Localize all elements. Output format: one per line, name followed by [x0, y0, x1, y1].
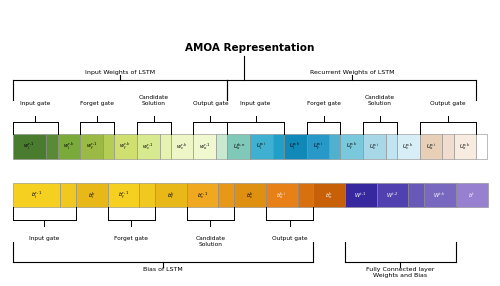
Bar [329, 134, 340, 159]
Bar [363, 134, 386, 159]
Text: Output gate: Output gate [192, 101, 228, 106]
Bar [314, 183, 345, 207]
Bar [139, 183, 155, 207]
Bar [58, 134, 80, 159]
Bar [137, 134, 160, 159]
Text: Candidate
Solution: Candidate Solution [365, 95, 395, 106]
Bar [228, 134, 250, 159]
Text: Candidate
Solution: Candidate Solution [139, 95, 169, 106]
Bar [171, 134, 194, 159]
Text: Input Weights of LSTM: Input Weights of LSTM [85, 70, 155, 75]
Text: Forget gate: Forget gate [114, 236, 148, 241]
Bar [424, 183, 456, 207]
Text: $b_i^k$: $b_i^k$ [88, 190, 96, 200]
Bar [103, 134, 115, 159]
Bar [408, 183, 424, 207]
Bar [155, 183, 186, 207]
Text: $b_f^{r,1}$: $b_f^{r,1}$ [118, 190, 129, 201]
Text: $U_o^{k,n}$: $U_o^{k,n}$ [232, 141, 245, 152]
Bar [216, 134, 228, 159]
Text: Fully Connected layer
Weights and Bias: Fully Connected layer Weights and Bias [366, 267, 434, 278]
Bar [298, 183, 314, 207]
Text: Input gate: Input gate [20, 101, 50, 106]
Bar [114, 134, 137, 159]
Text: $U_c^{r,k}$: $U_c^{r,k}$ [402, 141, 414, 152]
Text: AMOA Representation: AMOA Representation [186, 43, 314, 53]
Text: $U_f^{r,k}$: $U_f^{r,k}$ [346, 141, 358, 152]
Text: $U_o^{r,k}$: $U_o^{r,k}$ [459, 141, 471, 152]
Text: $w_i^{r,k}$: $w_i^{r,k}$ [63, 141, 75, 152]
Bar [186, 183, 218, 207]
Text: $U_c^{r,i}$: $U_c^{r,i}$ [369, 141, 380, 152]
Bar [386, 134, 397, 159]
Text: $W^{t,1}$: $W^{t,1}$ [354, 190, 368, 200]
Text: Recurrent Weights of LSTM: Recurrent Weights of LSTM [310, 70, 394, 75]
Bar [420, 134, 442, 159]
Bar [46, 134, 58, 159]
Text: $w_i^{r,1}$: $w_i^{r,1}$ [24, 141, 36, 152]
Text: $b^t$: $b^t$ [468, 191, 475, 200]
Bar [397, 134, 419, 159]
Text: $w_o^{r,1}$: $w_o^{r,1}$ [199, 141, 211, 152]
Text: $w_c^{r,1}$: $w_c^{r,1}$ [142, 141, 154, 152]
Text: $b_c^{r,1}$: $b_c^{r,1}$ [197, 190, 208, 200]
Bar [454, 134, 476, 159]
Bar [266, 183, 298, 207]
Text: $U_o^{r,i}$: $U_o^{r,i}$ [426, 141, 436, 152]
Text: $U_i^{r,i}$: $U_i^{r,i}$ [256, 141, 266, 152]
Text: $W^{t,2}$: $W^{t,2}$ [386, 190, 399, 200]
Text: $b_c^k$: $b_c^k$ [246, 190, 254, 200]
Text: Forget gate: Forget gate [80, 101, 114, 106]
Text: Input gate: Input gate [29, 236, 60, 241]
Bar [345, 183, 376, 207]
Text: $w_f^{r,k}$: $w_f^{r,k}$ [120, 141, 132, 152]
Text: $U_i^{r,k}$: $U_i^{r,k}$ [290, 141, 301, 152]
Bar [80, 134, 103, 159]
Bar [108, 183, 139, 207]
Bar [250, 134, 272, 159]
Text: Output gate: Output gate [272, 236, 308, 241]
Bar [284, 134, 306, 159]
Text: $w_f^{r,1}$: $w_f^{r,1}$ [86, 141, 98, 152]
Bar [12, 134, 46, 159]
Bar [306, 134, 329, 159]
Bar [218, 183, 234, 207]
Text: Input gate: Input gate [240, 101, 271, 106]
Bar [60, 183, 76, 207]
Bar [376, 183, 408, 207]
Text: $b_o^k$: $b_o^k$ [325, 190, 333, 200]
Bar [194, 134, 216, 159]
Text: $b_i^{r,1}$: $b_i^{r,1}$ [30, 190, 42, 201]
Text: $U_f^{r,i}$: $U_f^{r,i}$ [312, 141, 323, 152]
Text: $b_f^k$: $b_f^k$ [167, 190, 175, 200]
Bar [442, 134, 454, 159]
Bar [476, 134, 488, 159]
Bar [272, 134, 284, 159]
Text: $b_o^{k,i}$: $b_o^{k,i}$ [276, 190, 287, 200]
Bar [12, 183, 60, 207]
Bar [160, 134, 171, 159]
Text: Bias of LSTM: Bias of LSTM [143, 267, 183, 272]
Text: Candidate
Solution: Candidate Solution [196, 236, 226, 247]
Bar [340, 134, 363, 159]
Bar [234, 183, 266, 207]
Text: Forget gate: Forget gate [306, 101, 340, 106]
Bar [456, 183, 488, 207]
Text: $W^{t,k}$: $W^{t,k}$ [434, 190, 446, 200]
Bar [76, 183, 108, 207]
Text: Output gate: Output gate [430, 101, 466, 106]
Text: $w_c^{r,k}$: $w_c^{r,k}$ [176, 141, 188, 152]
